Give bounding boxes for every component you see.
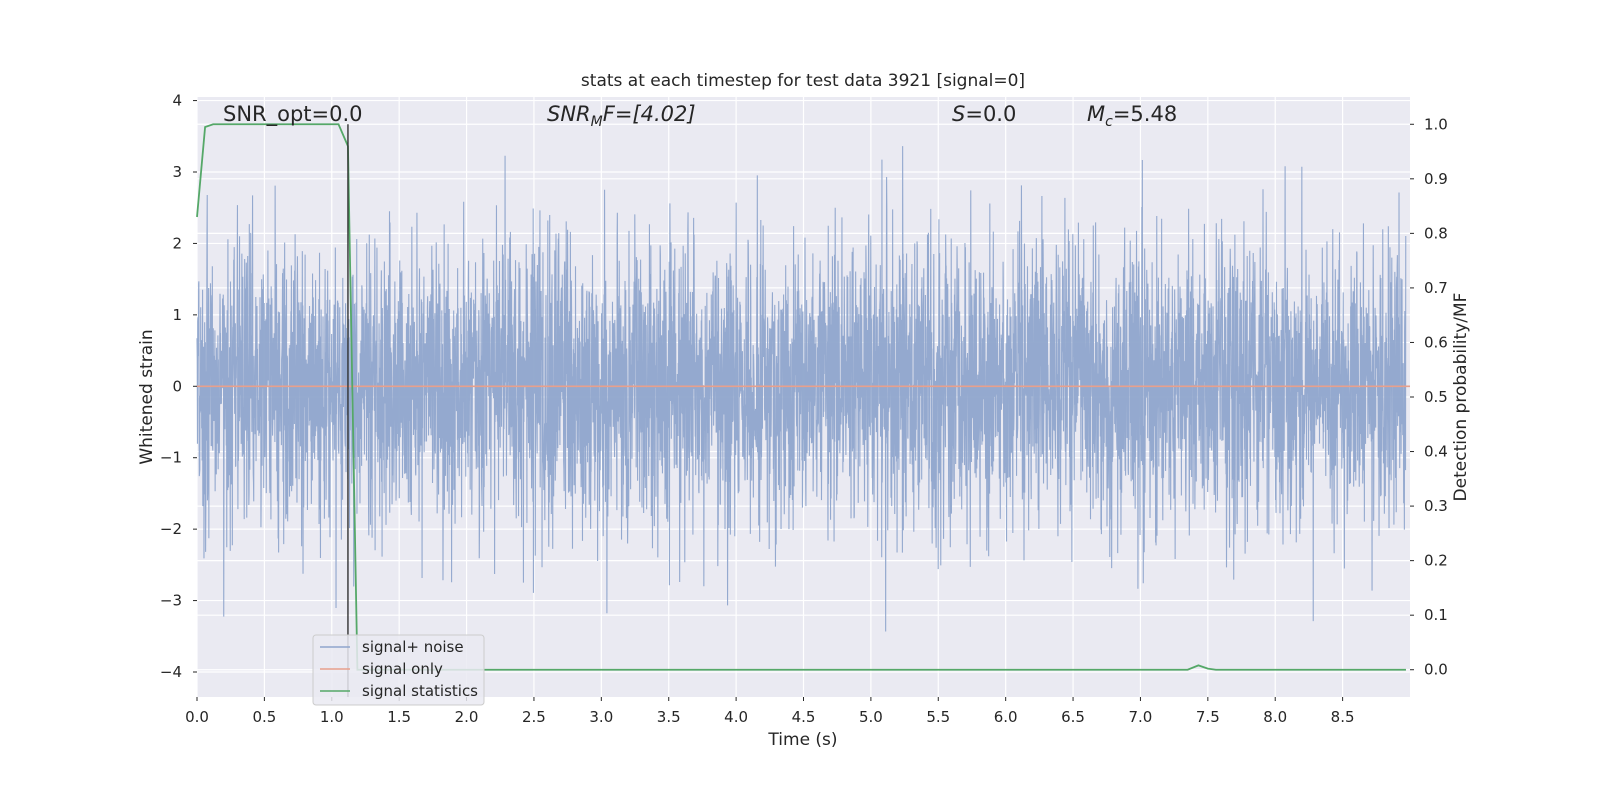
annotation-s-main: S: [952, 102, 965, 126]
x-tick-label-15: 7.5: [1196, 708, 1220, 726]
legend-box: [312, 634, 485, 706]
y-right-tick-label-4: 0.6: [1424, 333, 1448, 351]
noise-layer: [196, 146, 1407, 632]
y-left-tick-label-7: −3: [160, 592, 182, 610]
annotation-snr-opt: SNR_opt=0.0: [223, 102, 363, 127]
y-left-tick-label-3: 1: [172, 306, 182, 324]
stats-layer: [196, 123, 1406, 671]
x-tick-label-10: 5.0: [859, 708, 883, 726]
x-tick-label-14: 7.0: [1129, 708, 1153, 726]
y-right-tick-label-7: 0.3: [1424, 497, 1448, 515]
x-tick-labels: 0.0 0.5 1.0 1.5 2.0 2.5 3.0 3.5 4.0 4.5 5.0 5.5 6.0 6…: [185, 697, 1355, 726]
legend-label-signal-only: signal only: [362, 660, 443, 678]
annotation-snr-mf-sub: M: [591, 114, 603, 130]
y-right-tick-labels: 1.0 0.9 0.8 0.7 0.6 0.5 0.4 0.3 0.2 0.1 0.0: [1410, 115, 1448, 679]
y-right-axis-label: Detection probability/MF: [1451, 293, 1471, 502]
annotation-snr-mf-rest: F=[4.02]: [603, 102, 696, 126]
chart-title: stats at each timestep for test data 392…: [581, 71, 1025, 91]
x-tick-label-2: 1.0: [320, 708, 344, 726]
y-left-tick-label-2: 2: [172, 234, 182, 252]
x-tick-label-4: 2.0: [455, 708, 479, 726]
legend-label-signal-noise: signal+ noise: [362, 638, 464, 656]
x-tick-label-11: 5.5: [926, 708, 950, 726]
y-left-tick-label-0: 4: [172, 92, 182, 110]
annotation-s: S=0.0: [952, 102, 1016, 126]
y-right-tick-label-8: 0.2: [1424, 552, 1448, 570]
x-tick-label-0: 0.0: [185, 708, 209, 726]
y-left-tick-label-4: 0: [172, 377, 182, 395]
x-tick-label-3: 1.5: [387, 708, 411, 726]
y-right-tick-label-10: 0.0: [1424, 661, 1448, 679]
y-left-tick-label-1: 3: [172, 163, 182, 181]
y-right-tick-label-9: 0.1: [1424, 606, 1448, 624]
y-left-axis-label: Whitened strain: [137, 329, 157, 464]
x-tick-label-17: 8.5: [1331, 708, 1355, 726]
y-right-tick-label-2: 0.8: [1424, 224, 1448, 242]
x-axis-label: Time (s): [767, 730, 837, 750]
annotation-snr-mf-main: SNR: [547, 102, 591, 126]
series-signal-noise: [196, 146, 1407, 632]
annotation-mc-rest: =5.48: [1113, 102, 1177, 126]
annotation-mc-sub: c: [1105, 114, 1113, 130]
annotation-mc: Mc=5.48: [1087, 102, 1177, 130]
y-right-tick-label-5: 0.5: [1424, 388, 1448, 406]
annotation-s-rest: =0.0: [965, 102, 1016, 126]
y-left-tick-labels: 4 3 2 1 0 −1 −2 −3 −4: [160, 92, 197, 681]
y-left-tick-label-5: −1: [160, 449, 182, 467]
series-signal-statistics: [196, 123, 1406, 671]
y-right-tick-label-1: 0.9: [1424, 170, 1448, 188]
x-tick-label-8: 4.0: [724, 708, 748, 726]
x-tick-label-16: 8.0: [1263, 708, 1287, 726]
y-right-tick-label-3: 0.7: [1424, 279, 1448, 297]
x-tick-label-1: 0.5: [252, 708, 276, 726]
y-right-tick-label-6: 0.4: [1424, 443, 1448, 461]
y-left-tick-label-6: −2: [160, 520, 182, 538]
x-tick-label-9: 4.5: [792, 708, 816, 726]
y-left-tick-label-8: −4: [160, 663, 182, 681]
annotation-snr-mf: SNRMF=[4.02]: [547, 102, 696, 130]
legend: signal+ noise signal only signal statist…: [312, 634, 485, 706]
x-tick-label-5: 2.5: [522, 708, 546, 726]
annotation-mc-main: M: [1087, 102, 1105, 126]
x-tick-label-7: 3.5: [657, 708, 681, 726]
x-tick-label-6: 3.0: [589, 708, 613, 726]
y-right-tick-label-0: 1.0: [1424, 115, 1448, 133]
x-tick-label-12: 6.0: [994, 708, 1018, 726]
legend-label-signal-statistics: signal statistics: [362, 682, 478, 700]
x-tick-label-13: 6.5: [1061, 708, 1085, 726]
